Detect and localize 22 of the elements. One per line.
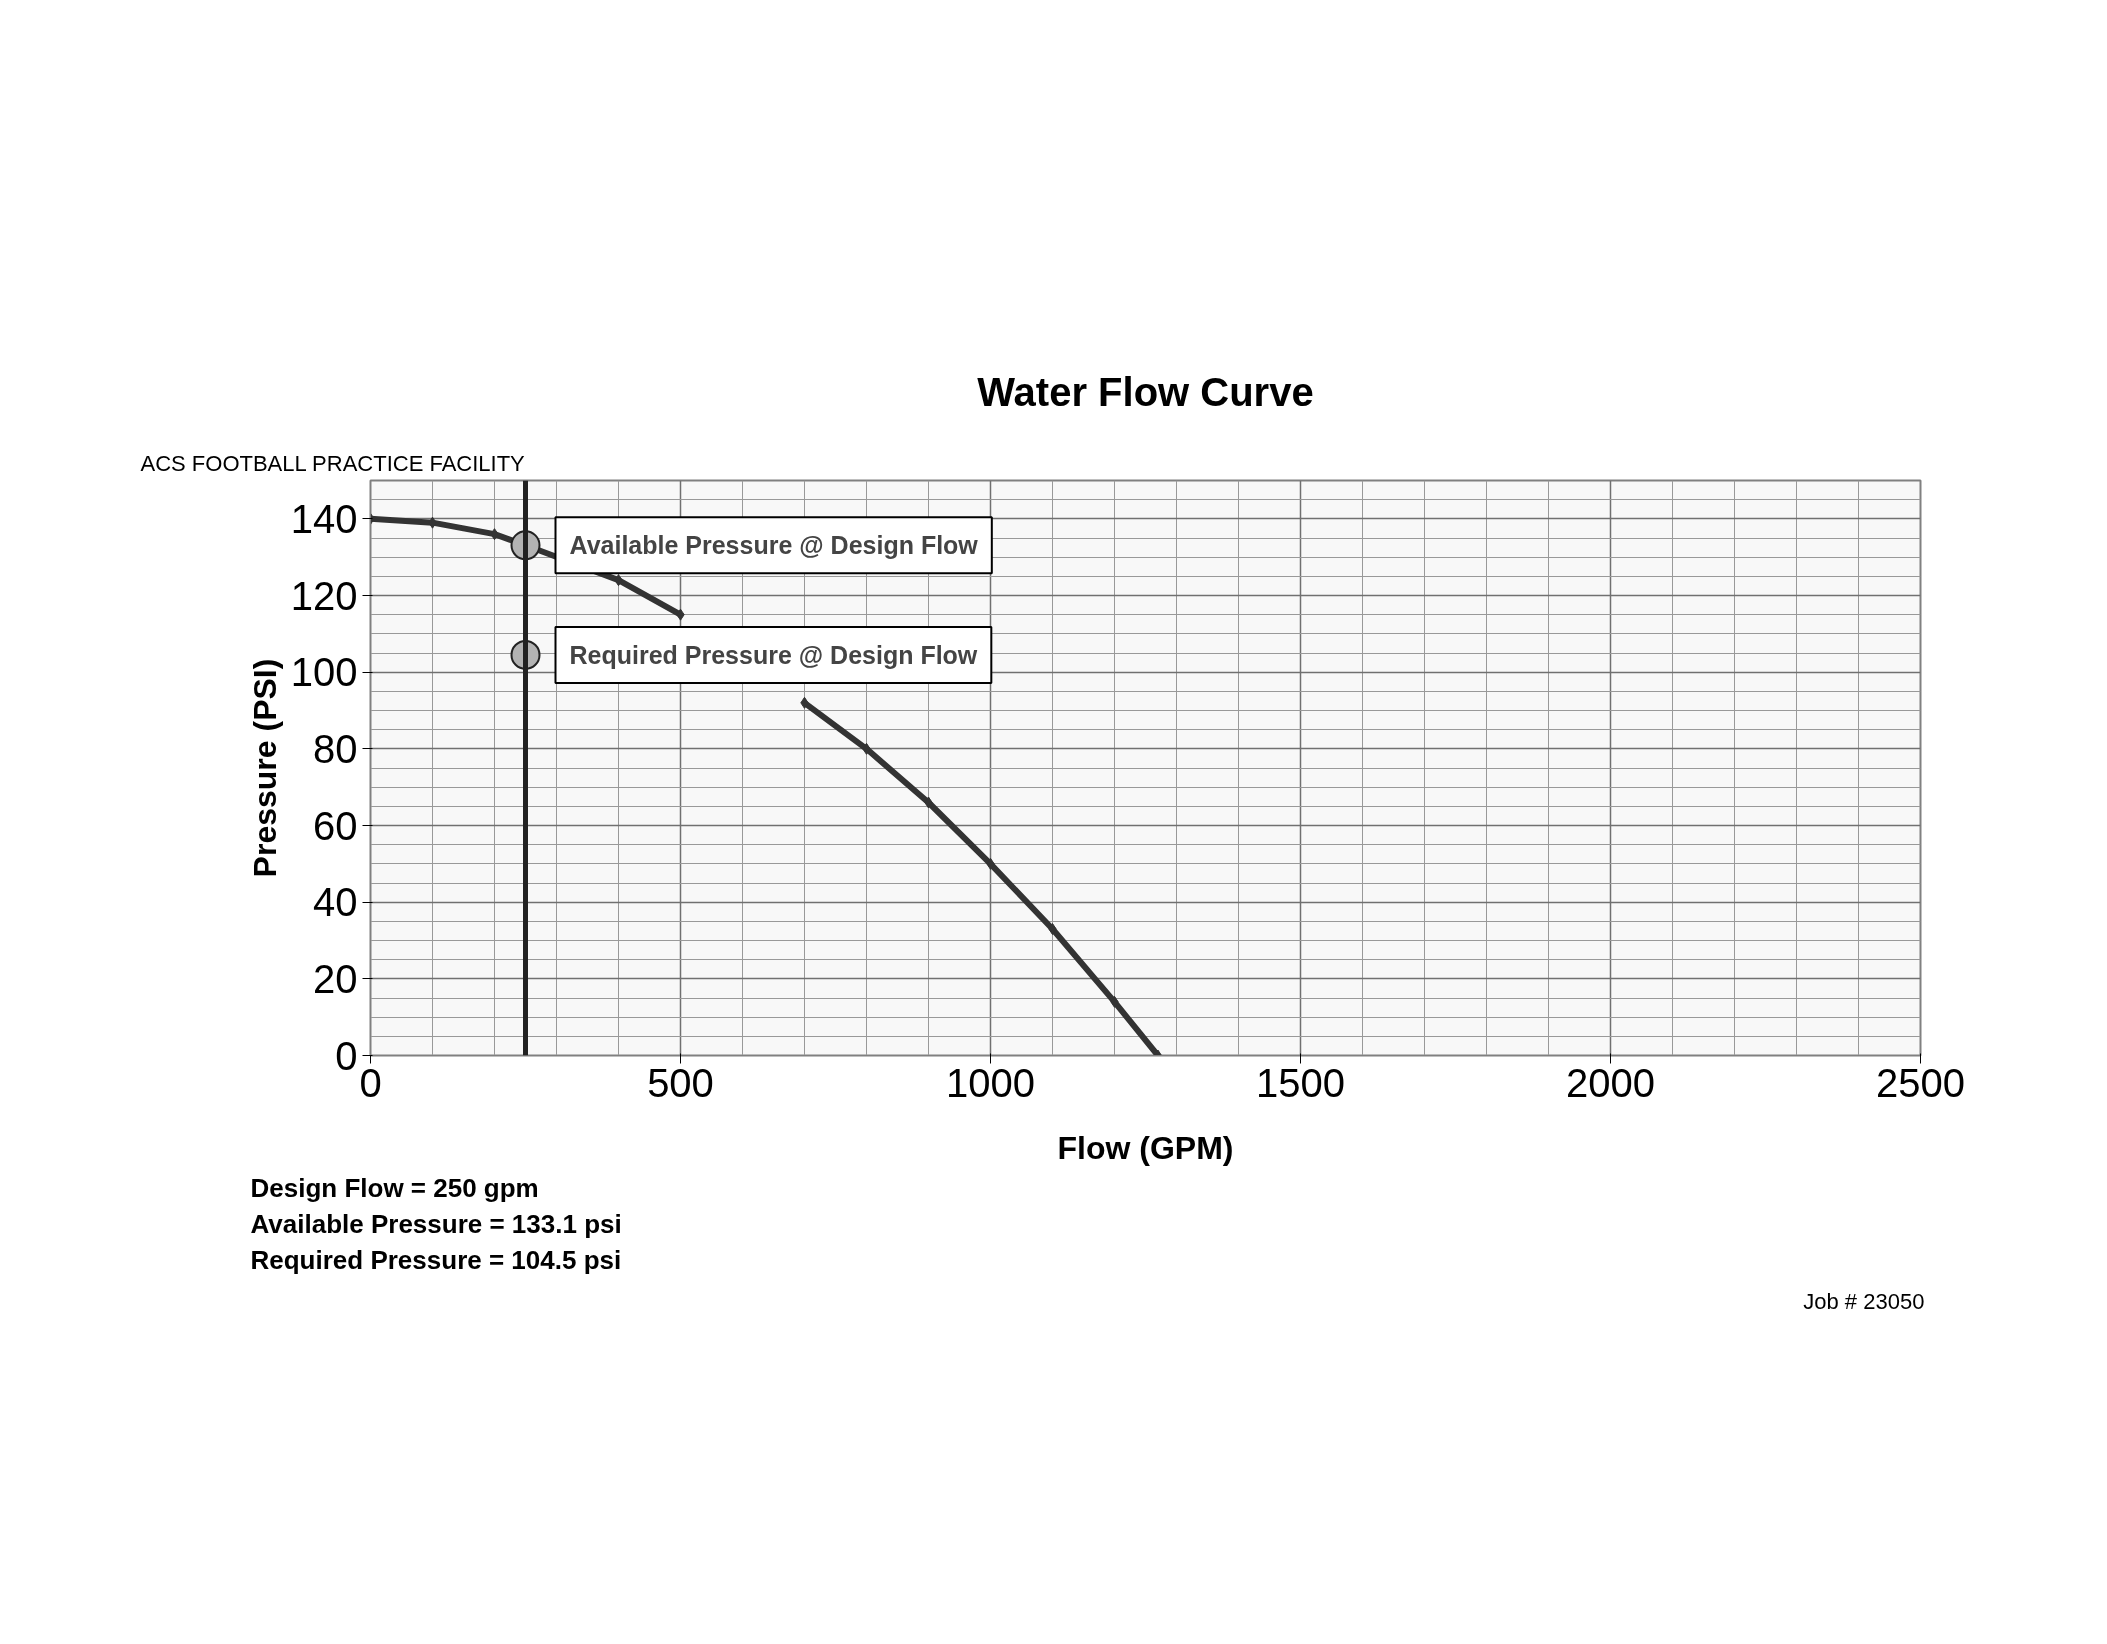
y-tick-label: 100	[290, 650, 358, 695]
x-tick-label: 1000	[946, 1060, 1035, 1105]
y-tick-label: 40	[313, 880, 358, 925]
x-tick-label: 2500	[1876, 1060, 1965, 1105]
chart-subtitle: ACS FOOTBALL PRACTICE FACILITY	[140, 450, 526, 476]
y-axis-title: Pressure (PSI)	[246, 658, 283, 878]
text: Required Pressure = 104.5 psi	[250, 1244, 622, 1275]
annotation: Available Pressure @ Design Flow	[569, 531, 979, 560]
x-tick-label: 1500	[1256, 1060, 1345, 1105]
y-tick-label: 60	[313, 803, 358, 848]
y-tick-label: 20	[313, 956, 358, 1001]
text: Design Flow = 250 gpm	[250, 1172, 539, 1203]
x-tick-label: 500	[647, 1060, 714, 1105]
y-tick-label: 120	[290, 573, 358, 618]
y-tick-label: 140	[290, 496, 358, 541]
y-tick-label: 80	[313, 726, 358, 771]
x-tick-label: 2000	[1566, 1060, 1655, 1105]
x-axis-title: Flow (GPM)	[1057, 1129, 1234, 1166]
text: Available Pressure = 133.1 psi	[250, 1208, 622, 1239]
annotation: Required Pressure @ Design Flow	[569, 640, 978, 669]
text: Job # 23050	[1803, 1288, 1925, 1314]
chart-title: Water Flow Curve	[977, 369, 1314, 414]
